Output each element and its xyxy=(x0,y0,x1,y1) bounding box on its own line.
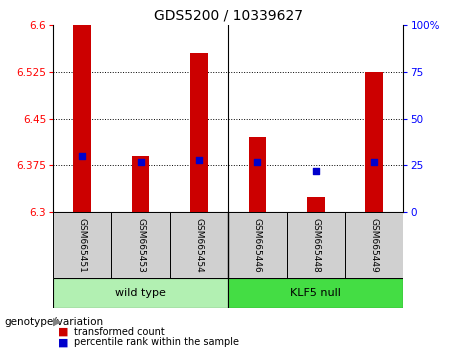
Text: genotype/variation: genotype/variation xyxy=(5,317,104,327)
Bar xyxy=(190,53,208,212)
Point xyxy=(371,159,378,165)
Point xyxy=(195,157,203,163)
Text: GSM665449: GSM665449 xyxy=(370,218,378,273)
Point xyxy=(312,168,319,174)
Bar xyxy=(345,212,403,278)
Text: wild type: wild type xyxy=(115,288,166,298)
Title: GDS5200 / 10339627: GDS5200 / 10339627 xyxy=(154,8,303,22)
Text: GSM665446: GSM665446 xyxy=(253,218,262,273)
Text: KLF5 null: KLF5 null xyxy=(290,288,341,298)
Text: ▶: ▶ xyxy=(53,317,61,327)
Bar xyxy=(287,212,345,278)
Point xyxy=(78,153,86,159)
Bar xyxy=(73,25,91,212)
Bar xyxy=(170,212,228,278)
Bar xyxy=(112,212,170,278)
Bar xyxy=(228,278,403,308)
Text: ■: ■ xyxy=(58,337,68,347)
Text: GSM665453: GSM665453 xyxy=(136,218,145,273)
Text: transformed count: transformed count xyxy=(74,327,165,337)
Bar xyxy=(366,72,383,212)
Text: percentile rank within the sample: percentile rank within the sample xyxy=(74,337,239,347)
Bar xyxy=(132,156,149,212)
Point xyxy=(137,159,144,165)
Text: GSM665454: GSM665454 xyxy=(195,218,203,273)
Text: ■: ■ xyxy=(58,327,68,337)
Bar xyxy=(307,197,325,212)
Point xyxy=(254,159,261,165)
Text: GSM665451: GSM665451 xyxy=(78,218,87,273)
Bar xyxy=(248,137,266,212)
Bar xyxy=(53,278,228,308)
Bar xyxy=(228,212,287,278)
Bar xyxy=(53,212,112,278)
Text: GSM665448: GSM665448 xyxy=(311,218,320,273)
